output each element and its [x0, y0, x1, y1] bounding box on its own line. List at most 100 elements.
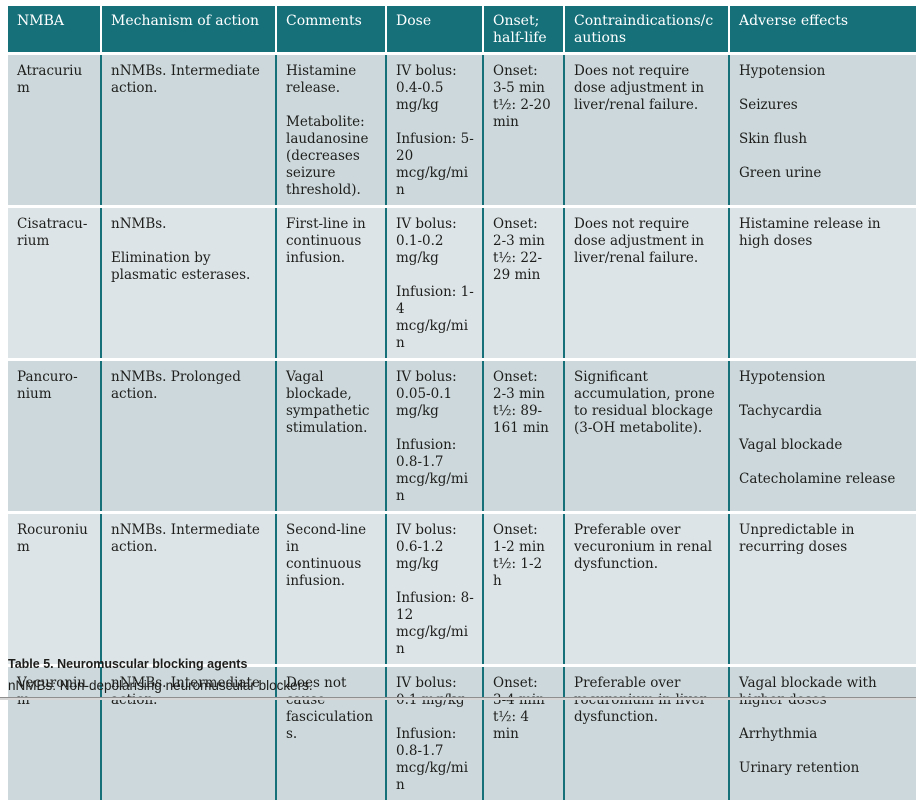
cell-text: t½: 2-20 min — [493, 97, 551, 131]
cell-text: t½: 1-2 h — [493, 556, 543, 590]
cell-contraindications: Does not require dose adjustment in live… — [563, 55, 728, 206]
cell-adverse: Hypotension Seizures Skin flush Green urine — [728, 55, 916, 206]
cell-text: Rocuronium — [17, 522, 88, 556]
cell-text: Elimination by plasmatic esterases. — [111, 250, 251, 284]
bottom-rule — [0, 697, 916, 700]
cell-text: Seizures — [739, 97, 798, 114]
column-header-dose: Dose — [385, 6, 482, 53]
cell-text: Metabolite: laudanosine (de­creases seiz… — [286, 114, 369, 199]
cell-adverse: Vagal blockade with higher doses Arrhythm… — [728, 667, 916, 801]
cell-text: Does not require dose adjustment in live… — [574, 216, 705, 267]
cell-onset: Onset: 3-4 min t½: 4 min — [482, 667, 563, 801]
cell-name: Rocuronium — [8, 514, 100, 664]
cell-text: Unpredictable in recurring doses — [739, 522, 855, 556]
cell-text: Tachycardia — [739, 403, 822, 420]
cell-text: t½: 22-29 min — [493, 250, 543, 284]
cell-text: Arrhythmia — [739, 726, 818, 743]
cell-text: Does not require dose adjustment in live… — [574, 63, 705, 114]
cell-text: Infusion: 0.8-1.7 mcg/kg/min — [396, 726, 469, 794]
cell-dose: IV bolus: 0.1 mg/kg Infusion: 0.8-1.7 mcg… — [385, 667, 482, 801]
cell-text: nNMBs. Intermediate action. — [111, 675, 260, 709]
cell-mechanism: nNMBs. Intermediate action. — [100, 55, 275, 206]
cell-onset: Onset: 2-3 min t½: 89-161 min — [482, 361, 563, 512]
cell-name: Cisatracu­rium — [8, 208, 100, 358]
cell-text: Onset: 2-3 min — [493, 369, 545, 403]
table-caption: Table 5. Neuromuscular blocking agents — [8, 657, 248, 671]
cell-text: Urinary retention — [739, 760, 860, 777]
cell-contraindications: Does not require dose adjustment in live… — [563, 208, 728, 359]
cell-text: Hypotension — [739, 369, 826, 386]
cell-text: IV bolus: 0.1-0.2 mg/kg — [396, 216, 457, 267]
cell-text: First-line in continuous infusion. — [286, 216, 366, 267]
cell-text: Histamine release in high doses — [739, 216, 881, 250]
cell-text: Significant accumulation, prone to resid… — [574, 369, 715, 437]
cell-text: IV bolus: 0.4-0.5 mg/kg — [396, 63, 457, 114]
cell-name: Vecuronium — [8, 667, 100, 800]
page: NMBA Mechanism of action Comments Dose O… — [0, 6, 916, 803]
cell-text: Vagal blockade, sympathetic stimulation. — [286, 369, 370, 437]
column-header-mechanism: Mechanism of action — [100, 6, 275, 53]
cell-comments: Histamine release. Metabolite: laudanosin… — [275, 55, 385, 206]
column-header-onset: Onset; half-life — [482, 6, 563, 53]
cell-dose: IV bolus: 0.05-0.1 mg/kg Infusion: 0.8-1.… — [385, 361, 482, 512]
cell-text: Infusion: 8-12 mcg/kg/min — [396, 590, 474, 658]
cell-dose: IV bolus: 0.4-0.5 mg/kg Infusion: 5-20 mc… — [385, 55, 482, 206]
cell-text: Onset: 2-3 min — [493, 216, 545, 250]
cell-onset: Onset: 1-2 min t½: 1-2 h — [482, 514, 563, 665]
cell-text: Onset: 3-5 min — [493, 63, 545, 97]
cell-text: Infusion: 1-4 mcg/kg/min — [396, 284, 474, 352]
cell-text: IV bolus: 0.05-0.1 mg/kg — [396, 369, 457, 420]
nmba-table: NMBA Mechanism of action Comments Dose O… — [8, 6, 916, 803]
cell-text: Infusion: 5-20 mcg/kg/min — [396, 131, 474, 199]
cell-dose: IV bolus: 0.1-0.2 mg/kg Infusion: 1-4 mcg… — [385, 208, 482, 359]
cell-text: Vecuronium — [17, 675, 87, 709]
column-header-comments: Comments — [275, 6, 385, 53]
cell-text: nNMBs. Intermediate action. — [111, 63, 260, 97]
cell-text: Green urine — [739, 165, 822, 182]
cell-mechanism: nNMBs. Elimination by plasmatic esterases… — [100, 208, 275, 359]
cell-text: Cisatracu­rium — [17, 216, 88, 250]
cell-text: Histamine release. — [286, 63, 357, 97]
cell-dose: IV bolus: 0.6-1.2 mg/kg Infusion: 8-12 mc… — [385, 514, 482, 665]
table-header-row: NMBA Mechanism of action Comments Dose O… — [8, 6, 916, 56]
cell-contraindications: Preferable over vecuro­nium in renal dys… — [563, 514, 728, 665]
cell-text: Atracurium — [17, 63, 83, 97]
table-row: Rocuronium nNMBs. Intermediate action. Sec… — [8, 514, 916, 668]
cell-adverse: Histamine release in high doses — [728, 208, 916, 359]
cell-text: Preferable over vecuro­nium in renal dys… — [574, 522, 713, 573]
column-header-contraindications: Contraindications/cau­tions — [563, 6, 728, 53]
cell-text: nNMBs. — [111, 216, 167, 233]
column-header-nmba: NMBA — [17, 13, 64, 29]
table-body: Atracurium nNMBs. Intermediate action. His… — [8, 55, 916, 803]
cell-text: Catecholamine release — [739, 471, 896, 488]
cell-text: Onset: 3-4 min — [493, 675, 545, 709]
cell-text: IV bolus: 0.6-1.2 mg/kg — [396, 522, 457, 573]
cell-text: IV bolus: 0.1 mg/kg — [396, 675, 465, 709]
cell-onset: Onset: 3-5 min t½: 2-20 min — [482, 55, 563, 206]
cell-comments: First-line in continuous infusion. — [275, 208, 385, 359]
cell-mechanism: nNMBs. Intermediate action. — [100, 514, 275, 665]
table-footnote: nNMBs: Non-depolarising neuromuscular bl… — [8, 678, 313, 693]
cell-text: t½: 89-161 min — [493, 403, 549, 437]
column-header-adverse: Adverse effects — [728, 6, 916, 53]
cell-text: Preferable over rocuro­nium in liver dys… — [574, 675, 707, 726]
cell-comments: Vagal blockade, sympathetic stimulation. — [275, 361, 385, 512]
cell-text: t½: 4 min — [493, 709, 529, 743]
table-row: Pancuro­nium nNMBs. Prolonged action. Vaga… — [8, 361, 916, 515]
cell-text: nNMBs. Intermediate action. — [111, 522, 260, 556]
cell-adverse: Hypotension Tachycardia Vagal blockade Cate… — [728, 361, 916, 512]
cell-text: Skin flush — [739, 131, 808, 148]
cell-text: Hypotension — [739, 63, 826, 80]
cell-text: Pancuro­nium — [17, 369, 78, 403]
cell-text: Vagal blockade — [739, 437, 843, 454]
table-row: Cisatracu­rium nNMBs. Elimination by plasm… — [8, 208, 916, 362]
cell-contraindications: Preferable over rocuro­nium in liver dys… — [563, 667, 728, 801]
cell-adverse: Unpredictable in recurring doses — [728, 514, 916, 665]
cell-text: Vagal blockade with higher doses — [739, 675, 877, 709]
cell-text: Infusion: 0.8-1.7 mcg/kg/min — [396, 437, 469, 505]
cell-name: Atracurium — [8, 55, 100, 205]
cell-text: Second-line in continuous infusion. — [286, 522, 367, 590]
table-row: Atracurium nNMBs. Intermediate action. His… — [8, 55, 916, 209]
cell-text: Onset: 1-2 min — [493, 522, 545, 556]
cell-text: nNMBs. Prolonged action. — [111, 369, 241, 403]
